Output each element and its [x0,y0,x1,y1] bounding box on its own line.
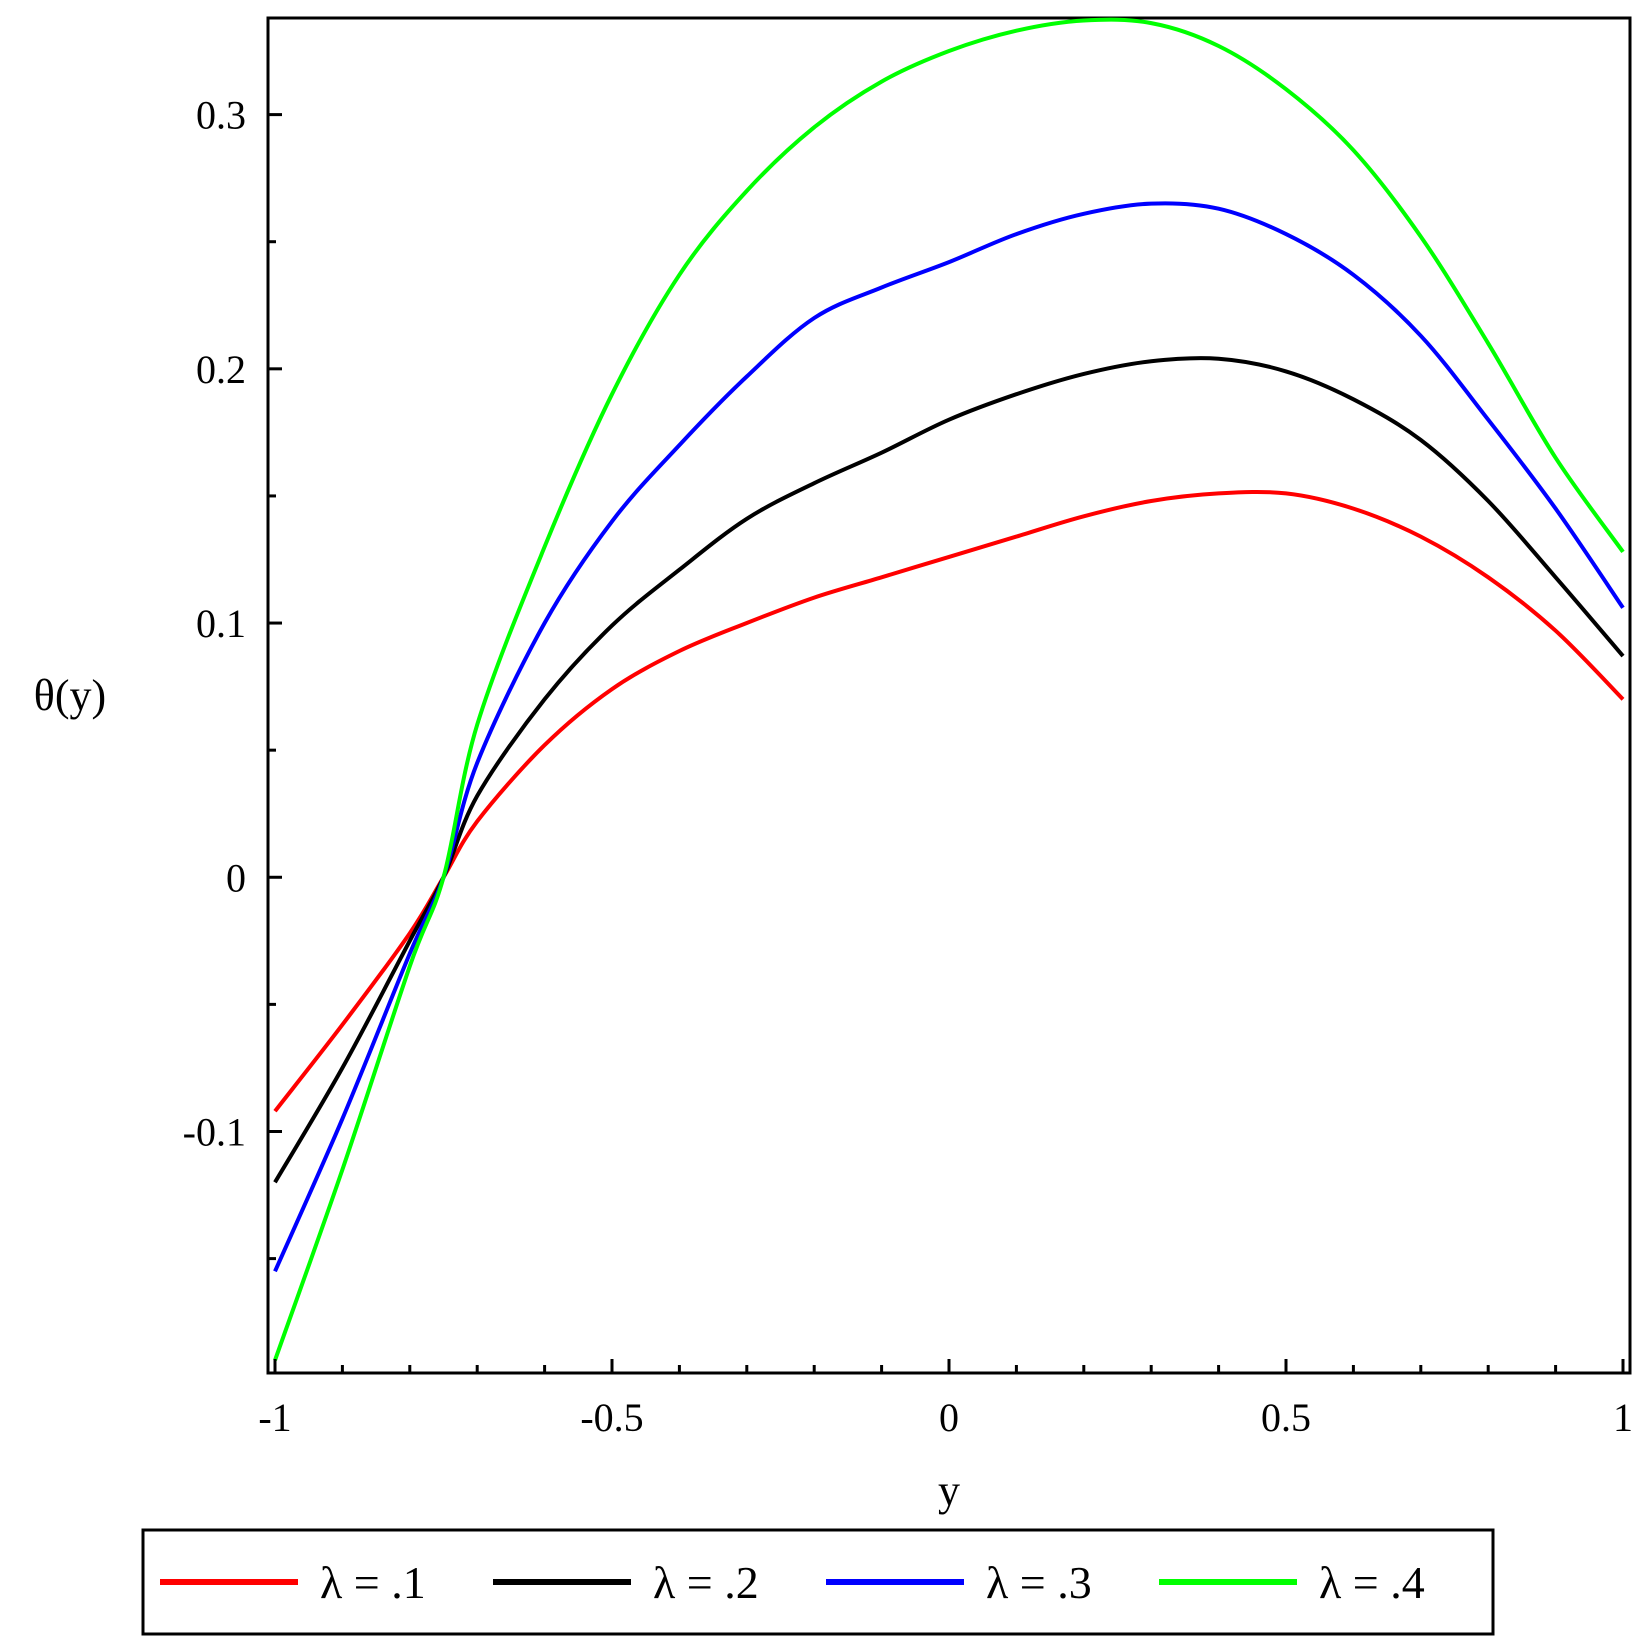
y-axis-label: θ(y) [34,671,106,720]
x-tick-label: 1 [1613,1395,1633,1440]
x-tick-label: -1 [258,1395,291,1440]
tick-layer: -1 -0.5 0 0.5 1 -0.1 0 0.1 0.2 0.3 [183,93,1633,1440]
x-axis-label: y [938,1466,960,1515]
legend-label-4: λ = .4 [1319,1557,1425,1608]
y-tick-label: 0 [226,855,246,900]
y-tick-label: -0.1 [183,1109,246,1154]
y-tick-label: 0.3 [196,93,246,138]
plot-frame [266,16,1632,1375]
series-line-3 [273,201,1625,1273]
y-tick-label: 0.1 [196,601,246,646]
series-layer [273,17,1625,1361]
series-line-1 [273,489,1625,1113]
legend-label-1: λ = .1 [320,1557,426,1608]
legend: λ = .1 λ = .2 λ = .3 λ = .4 [160,1557,1425,1608]
x-tick-label: 0.5 [1261,1395,1311,1440]
series-line-4 [273,17,1625,1361]
y-tick-label: 0.2 [196,347,246,392]
legend-label-3: λ = .3 [986,1557,1092,1608]
x-tick-label: -0.5 [580,1395,643,1440]
x-tick-label: 0 [939,1395,959,1440]
legend-label-2: λ = .2 [653,1557,759,1608]
series-line-2 [273,356,1625,1184]
